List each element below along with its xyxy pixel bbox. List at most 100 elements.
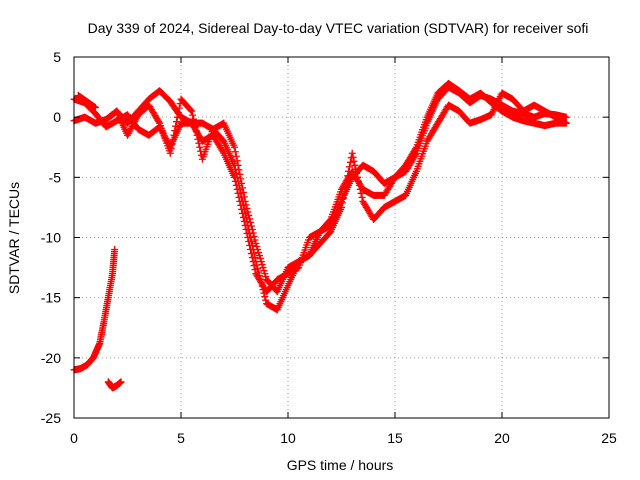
data-point bbox=[189, 111, 197, 119]
series-arc-e bbox=[91, 89, 570, 296]
data-point bbox=[260, 267, 268, 275]
data-point bbox=[355, 181, 363, 189]
data-point bbox=[249, 258, 257, 266]
y-axis-label: SDTVAR / TECUs bbox=[6, 182, 22, 294]
data-point bbox=[247, 218, 255, 226]
data-point bbox=[245, 238, 253, 246]
data-point bbox=[344, 172, 352, 180]
data-point bbox=[193, 131, 201, 139]
data-point bbox=[243, 204, 251, 212]
data-point bbox=[232, 152, 240, 160]
data-point bbox=[326, 216, 334, 224]
data-point bbox=[174, 109, 182, 117]
data-point bbox=[348, 149, 356, 157]
data-point bbox=[350, 157, 358, 165]
data-point bbox=[249, 229, 257, 237]
data-point bbox=[248, 254, 256, 262]
data-point bbox=[246, 242, 254, 250]
data-point bbox=[247, 250, 255, 258]
data-point bbox=[345, 167, 353, 175]
x-tick-label: 10 bbox=[280, 430, 296, 446]
data-point bbox=[167, 145, 175, 153]
x-axis-label: GPS time / hours bbox=[287, 457, 394, 473]
data-point bbox=[91, 104, 99, 112]
data-point bbox=[219, 148, 227, 156]
data-point bbox=[195, 139, 203, 147]
data-point bbox=[342, 181, 350, 189]
data-point bbox=[238, 179, 246, 187]
data-point bbox=[412, 145, 420, 153]
data-point bbox=[255, 252, 263, 260]
data-point bbox=[233, 185, 241, 193]
data-point bbox=[248, 225, 256, 233]
data-point bbox=[234, 189, 242, 197]
series-arc-a bbox=[70, 246, 119, 374]
data-point bbox=[562, 119, 570, 127]
data-point bbox=[166, 149, 174, 157]
data-point bbox=[173, 118, 181, 126]
data-point bbox=[111, 246, 119, 254]
data-point bbox=[239, 209, 247, 217]
data-point bbox=[171, 127, 179, 135]
data-point bbox=[356, 185, 364, 193]
data-point bbox=[190, 119, 198, 127]
data-point bbox=[191, 123, 199, 131]
data-point bbox=[251, 236, 259, 244]
data-point bbox=[231, 177, 239, 185]
data-point bbox=[562, 113, 570, 121]
data-point bbox=[262, 273, 270, 281]
x-tick-label: 5 bbox=[177, 430, 185, 446]
data-point bbox=[339, 194, 347, 202]
data-point bbox=[255, 249, 263, 257]
data-point bbox=[168, 140, 176, 148]
axis-ticks: 0 5 10 15 20 25 5 0 -5 -10 -15 -20 -25 bbox=[41, 49, 617, 446]
data-point bbox=[352, 165, 360, 173]
chart-title: Day 339 of 2024, Sidereal Day-to-day VTE… bbox=[88, 20, 589, 36]
y-tick-label: -10 bbox=[41, 230, 61, 246]
data-point bbox=[194, 135, 202, 143]
x-tick-label: 0 bbox=[70, 430, 78, 446]
data-point bbox=[338, 199, 346, 207]
data-point bbox=[172, 122, 180, 130]
x-tick-label: 25 bbox=[601, 430, 617, 446]
data-point bbox=[187, 106, 195, 114]
x-tick-label: 20 bbox=[494, 430, 510, 446]
y-tick-label: 0 bbox=[53, 109, 61, 125]
data-point bbox=[155, 118, 163, 126]
data-point bbox=[192, 127, 200, 135]
data-point bbox=[340, 190, 348, 198]
data-point bbox=[242, 201, 250, 209]
y-tick-label: 5 bbox=[53, 49, 61, 65]
series-arc-b bbox=[104, 378, 125, 392]
data-point bbox=[253, 243, 261, 251]
data-point bbox=[353, 169, 361, 177]
data-point bbox=[231, 173, 238, 181]
data-point bbox=[241, 197, 249, 205]
data-points bbox=[70, 79, 570, 392]
data-point bbox=[261, 270, 269, 278]
data-point bbox=[242, 225, 250, 233]
data-point bbox=[343, 176, 351, 184]
data-point bbox=[259, 264, 267, 272]
series-arc-f bbox=[74, 92, 99, 112]
data-point bbox=[254, 246, 262, 254]
data-point bbox=[338, 203, 345, 211]
data-point bbox=[357, 189, 365, 197]
data-point bbox=[240, 217, 248, 225]
data-point bbox=[250, 262, 258, 270]
data-point bbox=[256, 255, 264, 263]
data-point bbox=[247, 222, 255, 230]
data-point bbox=[169, 136, 177, 144]
data-point bbox=[354, 173, 362, 181]
data-point bbox=[261, 293, 269, 301]
data-point bbox=[258, 261, 266, 269]
data-point bbox=[239, 213, 247, 221]
data-point bbox=[251, 266, 259, 274]
data-point bbox=[341, 185, 349, 193]
data-point bbox=[241, 221, 249, 229]
data-point bbox=[250, 232, 258, 240]
y-tick-label: -5 bbox=[49, 169, 62, 185]
data-point bbox=[232, 181, 240, 189]
data-point bbox=[231, 143, 238, 151]
